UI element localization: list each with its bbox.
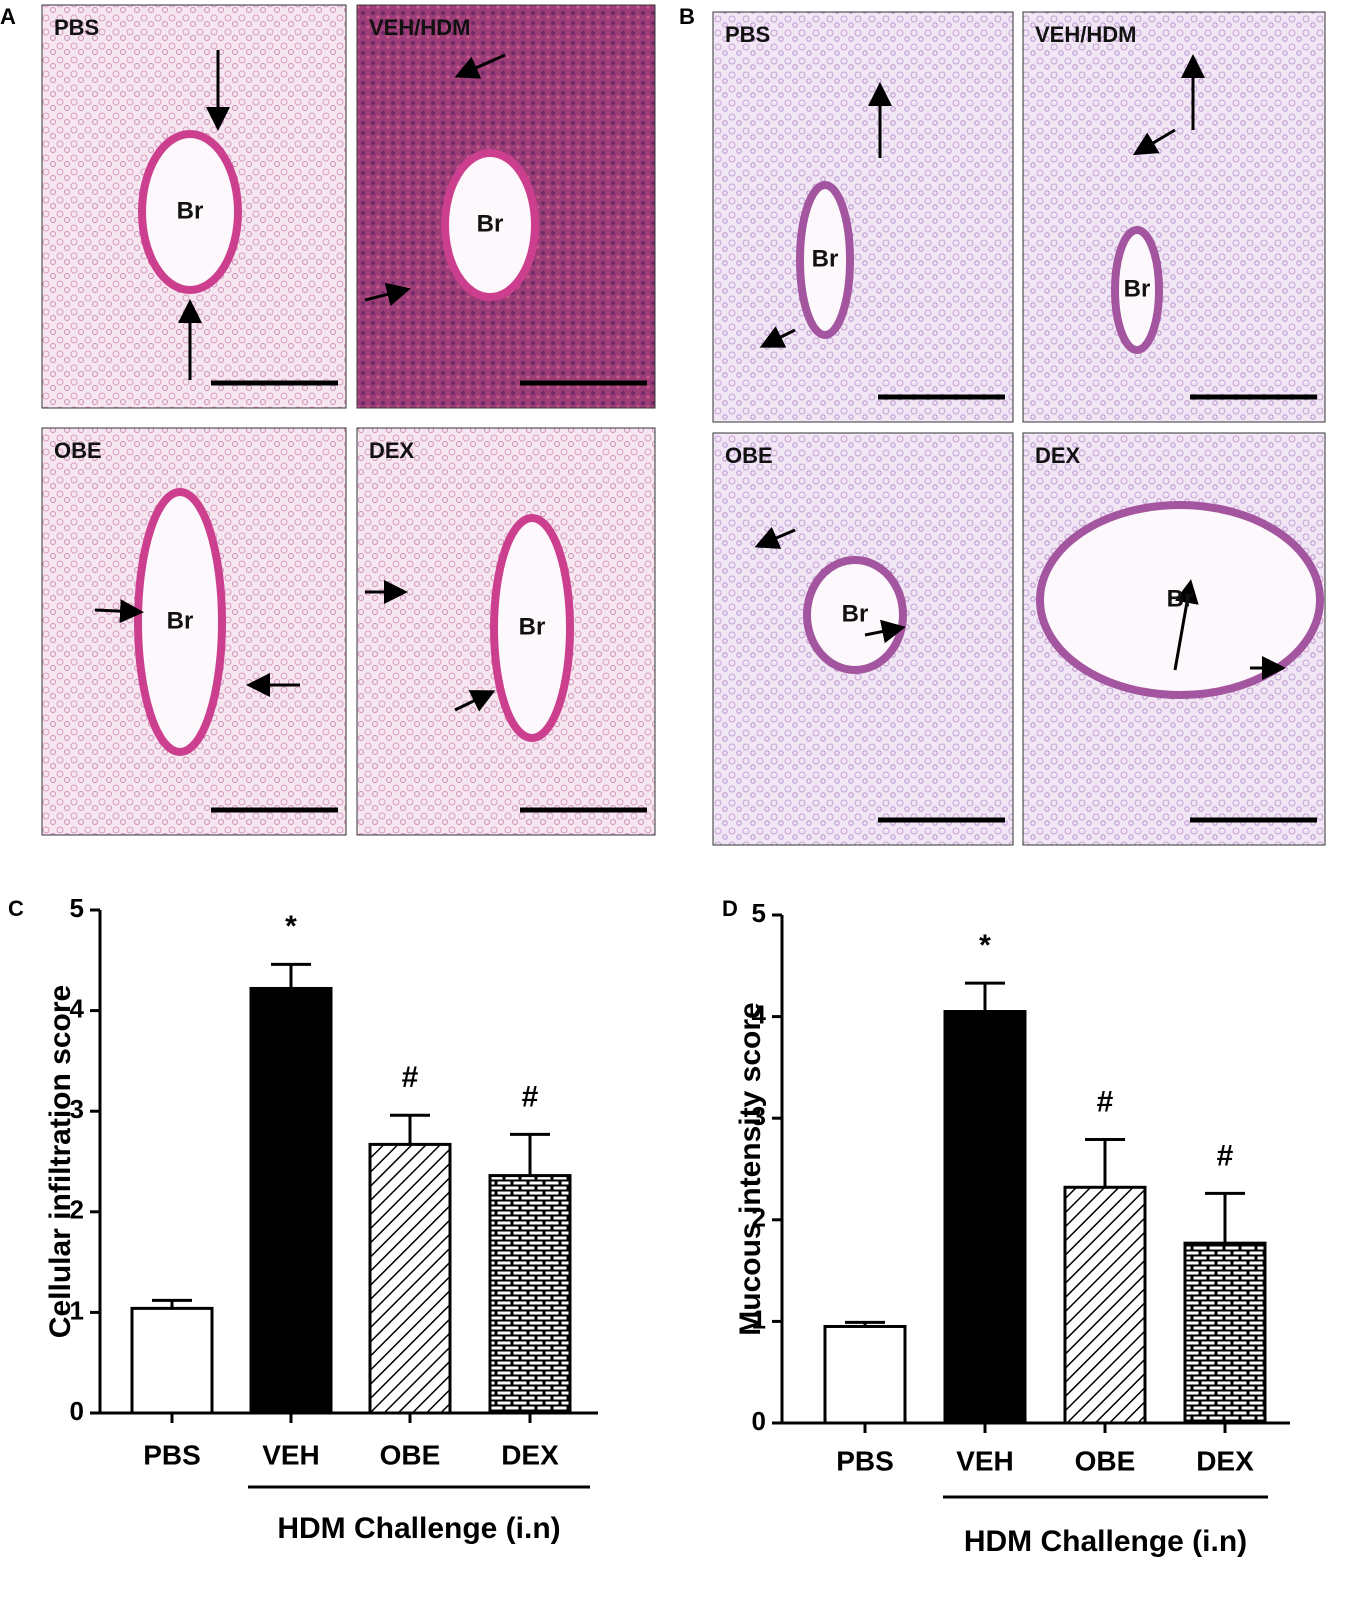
micrograph [1022,11,1326,423]
lumen-label: Br [812,245,839,272]
image-label: VEH/HDM [369,15,470,40]
bar [249,986,333,1415]
image-label: OBE [725,443,773,468]
significance-marker: * [285,910,297,943]
arrow [1173,579,1199,671]
x-tick-label: OBE [1075,1445,1136,1476]
y-tick-label: 0 [70,1396,84,1426]
x-tick-label: PBS [143,1439,201,1470]
micrograph [712,11,1014,423]
panel-letter: A [0,4,16,29]
y-tick-label: 3 [752,1101,766,1131]
lumen-label: Br [167,607,194,634]
lumen-label: Br [177,197,204,224]
airway-lumen [490,514,574,742]
x-tick-label: VEH [262,1439,320,1470]
y-tick-label: 1 [752,1304,766,1334]
y-tick-label: 4 [752,999,767,1029]
arrow [864,619,906,644]
significance-marker: # [1097,1085,1114,1118]
panel-letter: D [722,896,738,921]
bar [943,1010,1027,1425]
image-label: DEX [1035,443,1081,468]
panel-letter: C [8,896,24,921]
arrow [364,282,411,307]
lumen-label: Br [1124,275,1151,302]
group-label: HDM Challenge (i.n) [277,1512,560,1545]
bar [1183,1241,1267,1425]
y-axis-label: Mucous intensity score [734,1002,767,1335]
y-tick-label: 0 [752,1406,766,1436]
y-tick-label: 2 [752,1203,766,1233]
bar [1063,1185,1147,1425]
arrow [454,53,506,79]
y-axis-label: Cellular infiltration score [44,985,77,1338]
airway-lumen [803,556,907,674]
group-label: HDM Challenge (i.n) [964,1525,1247,1558]
image-label: VEH/HDM [1035,22,1136,47]
arrow [1132,128,1176,156]
airway-lumen [796,181,854,339]
y-tick-label: 3 [70,1094,84,1124]
significance-marker: * [979,929,991,962]
x-tick-label: OBE [380,1439,441,1470]
x-tick-label: DEX [1196,1445,1254,1476]
significance-marker: # [402,1061,419,1094]
y-tick-label: 5 [70,893,84,923]
image-label: OBE [54,438,102,463]
image-label: PBS [54,15,99,40]
significance-marker: # [522,1080,539,1113]
lumen-label: Br [519,613,546,640]
lumen-label: Br [477,210,504,237]
arrow [454,690,496,712]
airway-lumen [441,149,539,301]
panel-letter: B [679,4,695,29]
bar [130,1306,214,1415]
x-tick-label: VEH [956,1445,1014,1476]
bar [368,1142,452,1415]
airway-lumen [138,130,242,294]
y-tick-label: 4 [70,993,85,1023]
arrow [94,599,144,624]
lumen-label: Br [1167,585,1194,612]
y-tick-label: 5 [752,898,766,928]
significance-marker: # [1217,1139,1234,1172]
image-label: DEX [369,438,415,463]
bar [488,1174,572,1415]
arrow [759,326,796,348]
y-tick-label: 2 [70,1195,84,1225]
arrow [754,526,796,549]
y-tick-label: 1 [70,1295,84,1325]
bar [823,1324,907,1425]
image-label: PBS [725,22,770,47]
lumen-label: Br [842,600,869,627]
x-tick-label: PBS [836,1445,894,1476]
airway-lumen [1111,226,1163,354]
x-tick-label: DEX [501,1439,559,1470]
